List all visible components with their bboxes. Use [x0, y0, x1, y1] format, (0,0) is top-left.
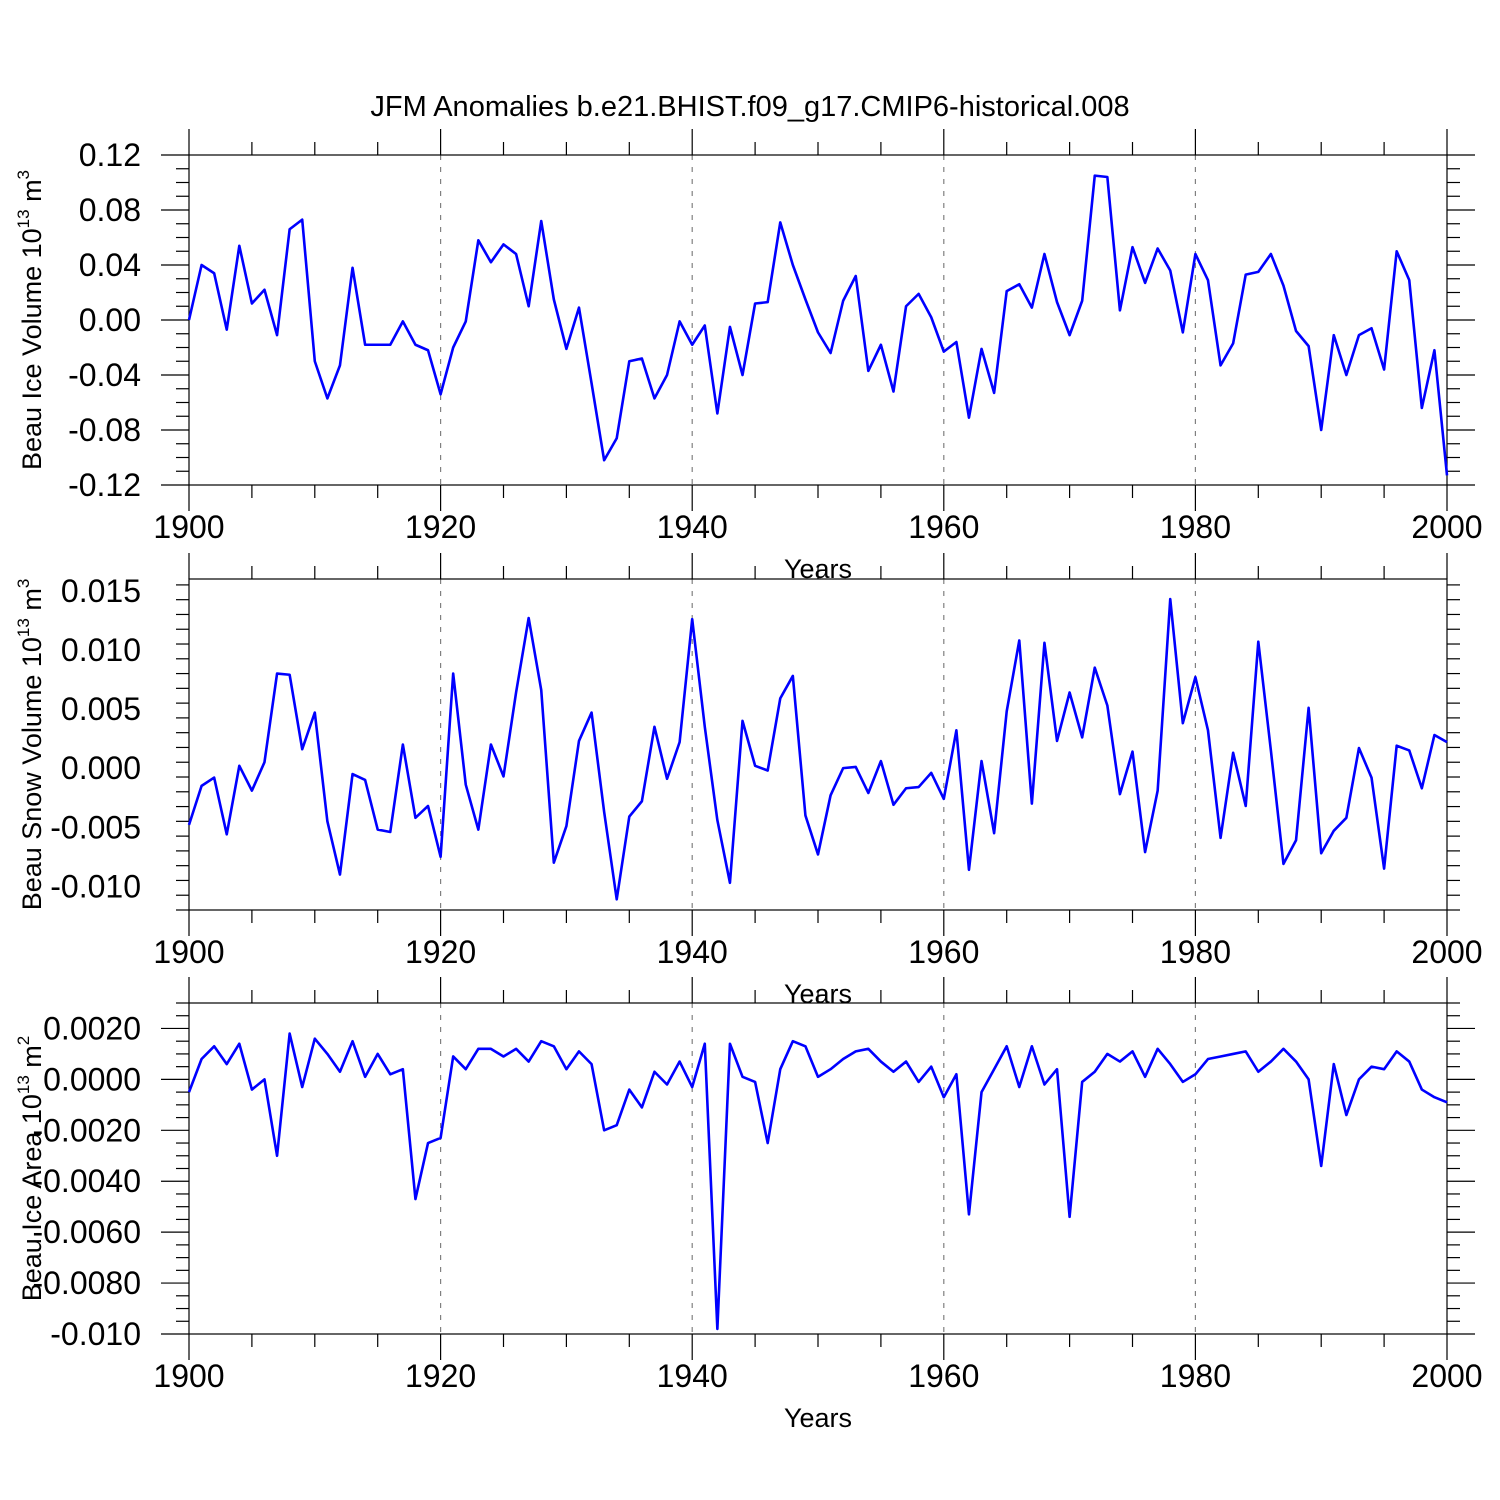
- y-tick-label: 0.0020: [43, 1010, 141, 1046]
- x-axis-title: Years: [784, 1403, 852, 1433]
- panel-snow-volume: -0.010 -0.005 0.000 0.005 0.010 0.015 1900 1920…: [14, 553, 1483, 1009]
- figure-title: JFM Anomalies b.e21.BHIST.f09_g17.CMIP6-…: [370, 91, 1129, 123]
- y-tick-label: 0.015: [61, 573, 141, 609]
- data-line: [187, 597, 1448, 901]
- x-tick-label: 1960: [908, 509, 979, 545]
- x-tick-label: 1980: [1160, 509, 1231, 545]
- y-axis-title-part: Beau Snow Volume 10: [17, 637, 47, 910]
- x-tick-label: 1920: [405, 509, 476, 545]
- plot-frame: [188, 154, 1448, 486]
- y-tick-label: -0.010: [50, 1316, 141, 1352]
- x-tick-label: 1940: [657, 934, 728, 970]
- x-tick-label: 2000: [1411, 934, 1482, 970]
- x-tick-label: 2000: [1411, 1358, 1482, 1394]
- y-tick-label: 0.04: [79, 247, 141, 283]
- data-line: [187, 1032, 1448, 1331]
- y-tick-label: 0.12: [79, 137, 141, 173]
- x-tick-label: 1960: [908, 934, 979, 970]
- y-axis-title-superscript: 3: [14, 579, 33, 588]
- x-tick-label: 2000: [1411, 509, 1482, 545]
- x-tick-label: 1900: [153, 509, 224, 545]
- panel-ice-area: -0.010 -0.0080 -0.0060 -0.0040 -0.0020 0.0000…: [14, 977, 1483, 1433]
- y-tick-label: 0.08: [79, 192, 141, 228]
- y-tick-label: -0.0040: [32, 1163, 141, 1199]
- x-tick-label: 1940: [657, 1358, 728, 1394]
- x-tick-label: 1980: [1160, 934, 1231, 970]
- y-tick-label: -0.04: [68, 357, 141, 393]
- panel-ice-volume: -0.12 -0.08 -0.04 0.00 0.04 0.08 0.12 1900 1920 1…: [14, 129, 1483, 584]
- y-tick-label: -0.08: [68, 412, 141, 448]
- y-tick-label: 0.005: [61, 691, 141, 727]
- y-axis-title-superscript: 13: [14, 618, 33, 637]
- y-tick-label: -0.0020: [32, 1112, 141, 1148]
- y-axis-title-part: Beau Ice Volume 10: [17, 228, 47, 470]
- x-tick-label: 1920: [405, 1358, 476, 1394]
- y-axis-title-part: m: [17, 1045, 47, 1075]
- x-tick-label: 1960: [908, 1358, 979, 1394]
- y-axis-title: Beau Ice Area 1013 m2: [14, 1036, 47, 1302]
- y-tick-label: 0.010: [61, 632, 141, 668]
- x-tick-label: 1940: [657, 509, 728, 545]
- x-tick-label: 1900: [153, 1358, 224, 1394]
- y-axis-title-part: m: [17, 588, 47, 618]
- y-axis-title-superscript: 13: [14, 1075, 33, 1094]
- y-tick-label: 0.000: [61, 750, 141, 786]
- y-axis-title-superscript: 2: [14, 1036, 33, 1045]
- y-tick-label: -0.010: [50, 868, 141, 904]
- data-line: [187, 174, 1449, 476]
- y-tick-label: -0.005: [50, 809, 141, 845]
- y-axis-title: Beau Ice Volume 1013 m3: [14, 170, 47, 470]
- y-axis-title-superscript: 13: [14, 209, 33, 228]
- y-axis-title-part: Beau Ice Area 10: [17, 1094, 47, 1301]
- x-tick-label: 1920: [405, 934, 476, 970]
- y-tick-label: -0.0060: [32, 1214, 141, 1250]
- y-axis-title-part: m: [17, 179, 47, 209]
- y-axis-title: Beau Snow Volume 1013 m3: [14, 579, 47, 911]
- y-tick-label: 0.00: [79, 302, 141, 338]
- plot-frame: [188, 578, 1448, 911]
- y-tick-label: -0.0080: [32, 1265, 141, 1301]
- y-axis-title-superscript: 3: [14, 170, 33, 179]
- y-tick-label: 0.0000: [43, 1061, 141, 1097]
- x-tick-label: 1980: [1160, 1358, 1231, 1394]
- x-tick-label: 1900: [153, 934, 224, 970]
- y-tick-label: -0.12: [68, 467, 141, 503]
